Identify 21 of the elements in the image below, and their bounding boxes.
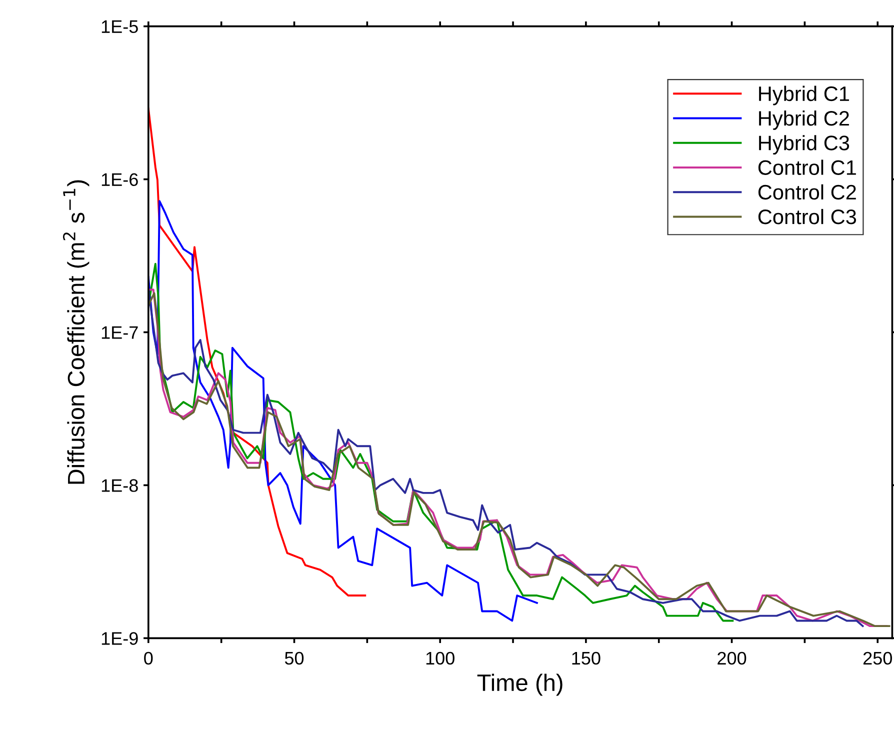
- y-tick-label: 1E-6: [102, 173, 138, 186]
- line-series: [148, 200, 538, 622]
- y-tick-label: 1E-7: [102, 326, 138, 339]
- legend-label: Hybrid C3: [759, 135, 850, 154]
- x-tick-label: 0: [144, 652, 153, 665]
- y-axis-title: Diffusion Coefficient (m$^{2}$ s$^{−1}$): [62, 180, 90, 484]
- legend-label: Control C3: [758, 208, 856, 224]
- legend-label: Hybrid C2: [759, 110, 849, 130]
- legend-label: Control C2: [758, 184, 856, 200]
- y-tick-label: 1E-8: [102, 479, 138, 492]
- x-axis-title: Time (h): [477, 674, 562, 696]
- x-tick-label: 100: [426, 652, 454, 665]
- x-tick-label: 250: [863, 652, 892, 665]
- y-tick-label: 1E-9: [102, 632, 138, 645]
- x-tick-label: 150: [572, 652, 600, 665]
- legend-label: Control C1: [758, 160, 856, 175]
- x-tick-label: 200: [718, 652, 746, 665]
- y-tick-label: 1E-5: [102, 20, 138, 34]
- legend-label: Hybrid C1: [759, 86, 849, 106]
- line-series: [148, 262, 734, 622]
- x-tick-label: 50: [284, 652, 304, 665]
